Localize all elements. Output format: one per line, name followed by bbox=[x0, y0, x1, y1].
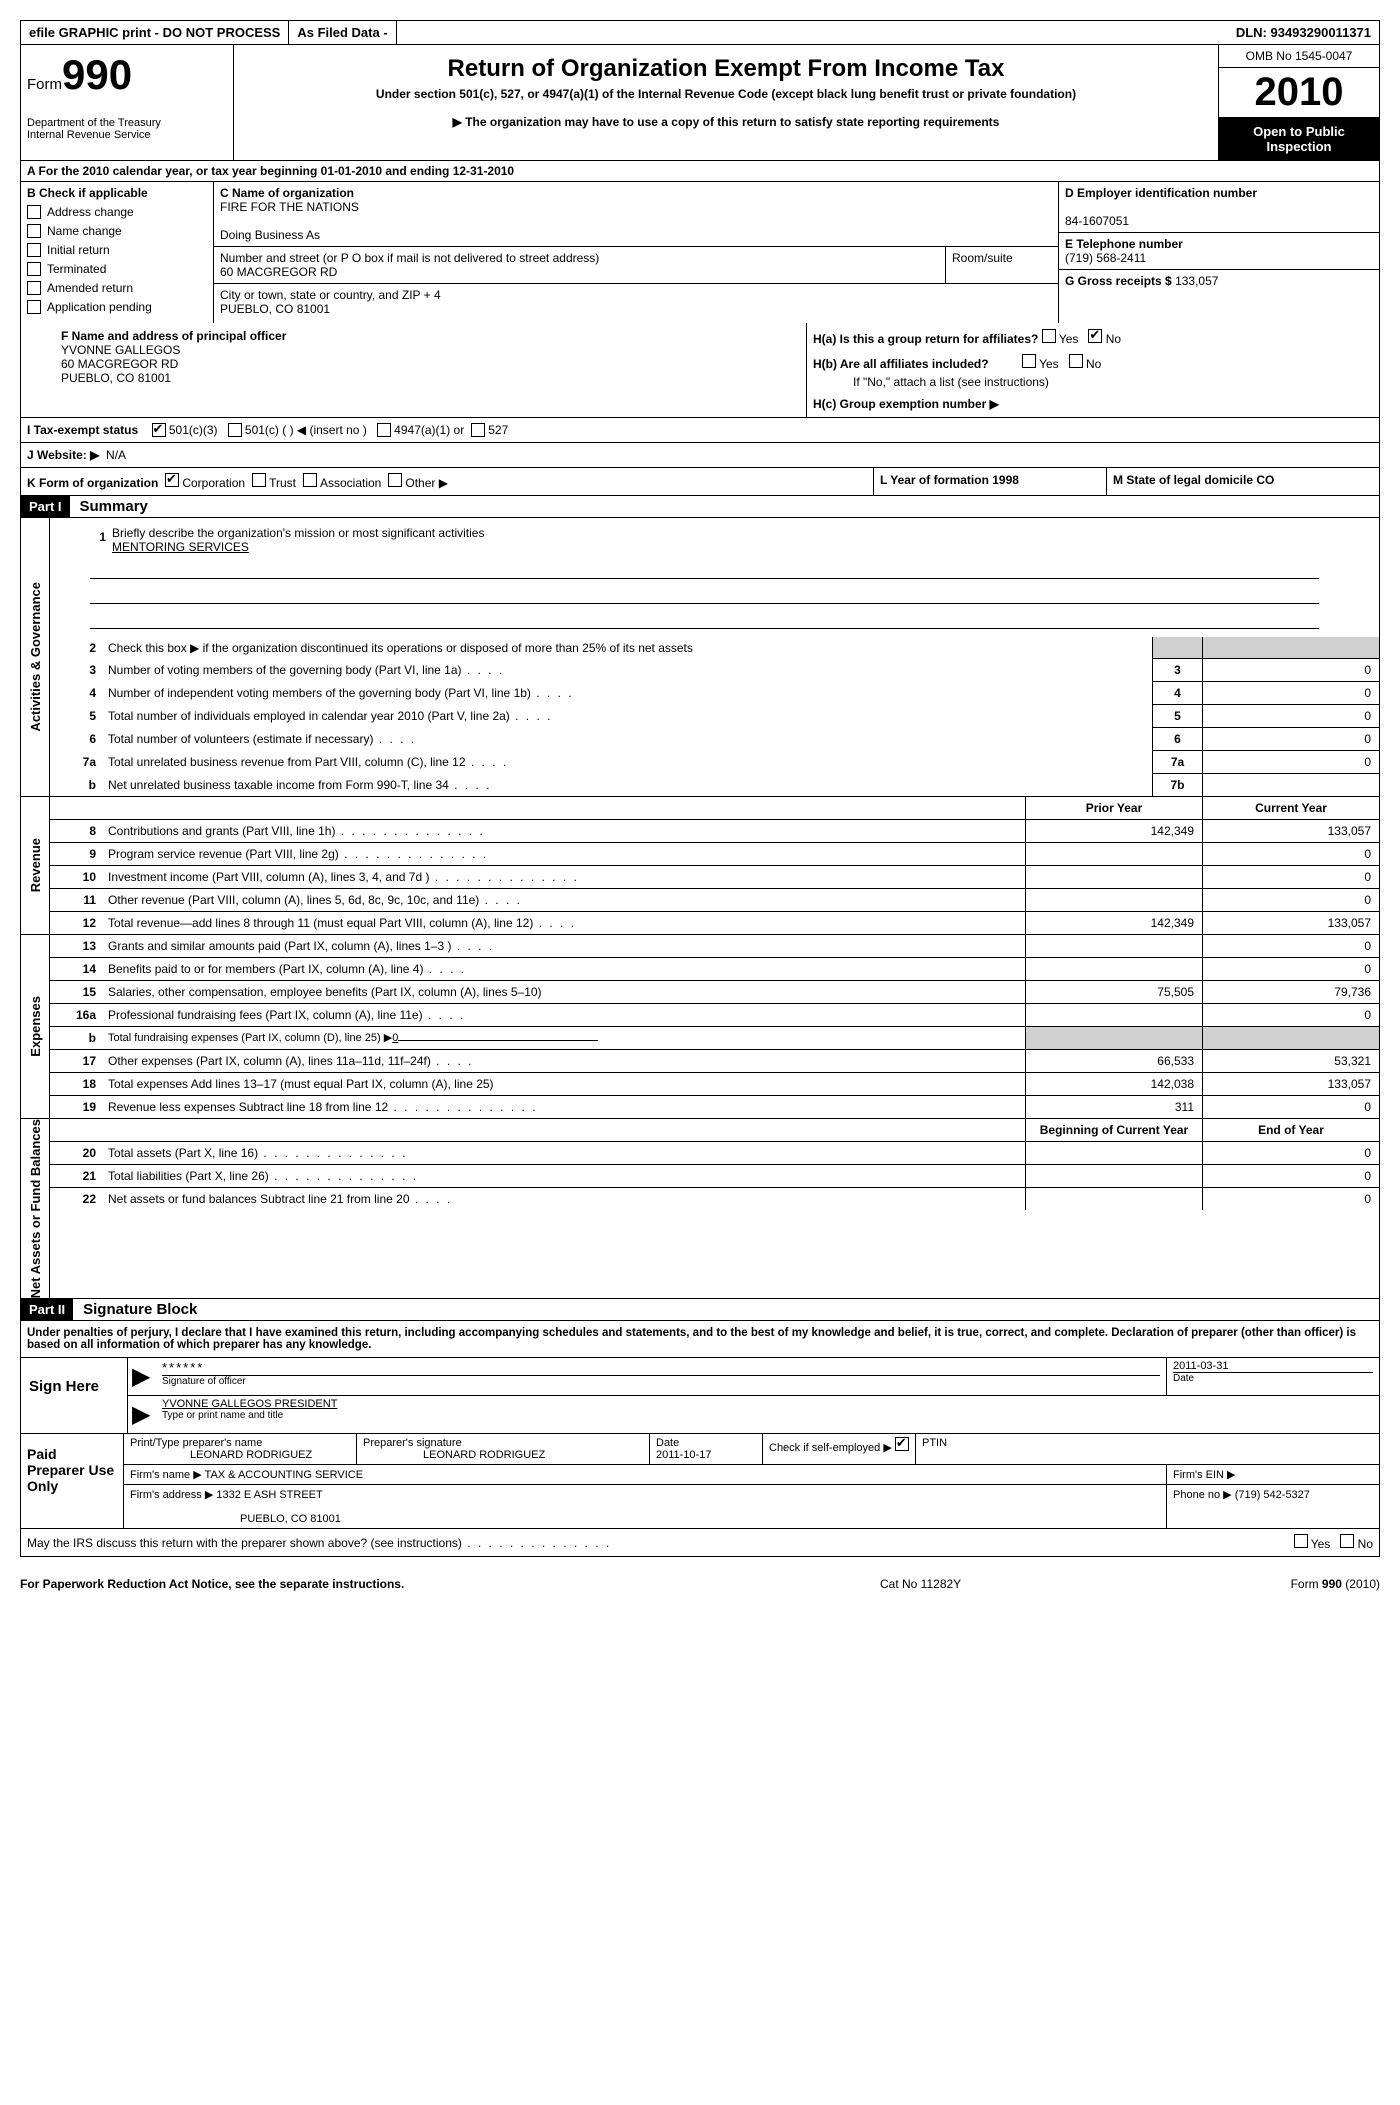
row-j-website: J Website: ▶ N/A bbox=[20, 443, 1380, 468]
year-formation: L Year of formation 1998 bbox=[880, 473, 1019, 487]
firm-name: TAX & ACCOUNTING SERVICE bbox=[205, 1469, 364, 1481]
row-fh: F Name and address of principal officer … bbox=[20, 323, 1380, 418]
phone: (719) 568-2411 bbox=[1065, 251, 1373, 265]
checkbox-address-change[interactable] bbox=[27, 205, 41, 219]
checkbox-amended[interactable] bbox=[27, 281, 41, 295]
omb-number: OMB No 1545-0047 bbox=[1219, 45, 1379, 68]
perjury-text: Under penalties of perjury, I declare th… bbox=[20, 1321, 1380, 1358]
org-name: FIRE FOR THE NATIONS bbox=[220, 200, 1052, 214]
checkbox-discuss-yes[interactable] bbox=[1294, 1534, 1308, 1548]
section-bcd: B Check if applicable Address change Nam… bbox=[20, 182, 1380, 323]
section-revenue: Revenue Prior Year Current Year 8Contrib… bbox=[20, 797, 1380, 935]
preparer-name: LEONARD RODRIGUEZ bbox=[130, 1449, 350, 1461]
website: N/A bbox=[106, 448, 126, 462]
dept-irs: Internal Revenue Service bbox=[27, 129, 227, 141]
preparer-block: Paid Preparer Use Only Print/Type prepar… bbox=[20, 1434, 1380, 1529]
section-netassets: Net Assets or Fund Balances Beginning of… bbox=[20, 1119, 1380, 1299]
asfiled-text: As Filed Data - bbox=[289, 21, 396, 44]
sidelabel-expenses: Expenses bbox=[28, 996, 43, 1057]
form-subtitle: Under section 501(c), 527, or 4947(a)(1)… bbox=[240, 87, 1212, 101]
checkbox-terminated[interactable] bbox=[27, 262, 41, 276]
checkbox-527[interactable] bbox=[471, 423, 485, 437]
checkbox-initial-return[interactable] bbox=[27, 243, 41, 257]
row-i-tax-status: I Tax-exempt status 501(c)(3) 501(c) ( )… bbox=[20, 418, 1380, 443]
checkbox-501c3[interactable] bbox=[152, 423, 166, 437]
sidelabel-revenue: Revenue bbox=[28, 838, 43, 892]
checkbox-hb-no[interactable] bbox=[1069, 354, 1083, 368]
org-city: PUEBLO, CO 81001 bbox=[220, 302, 1052, 316]
sidelabel-governance: Activities & Governance bbox=[28, 582, 43, 732]
open-public: Open to Public Inspection bbox=[1219, 118, 1379, 160]
checkbox-pending[interactable] bbox=[27, 300, 41, 314]
form-label: Form bbox=[27, 76, 62, 93]
discuss-row: May the IRS discuss this return with the… bbox=[20, 1529, 1380, 1557]
officer-sig-name: YVONNE GALLEGOS PRESIDENT bbox=[162, 1398, 1373, 1410]
col-b-checkboxes: B Check if applicable Address change Nam… bbox=[21, 182, 214, 323]
ein: 84-1607051 bbox=[1065, 214, 1373, 228]
org-street: 60 MACGREGOR RD bbox=[220, 265, 939, 279]
row-klm: K Form of organization Corporation Trust… bbox=[20, 468, 1380, 496]
checkbox-other[interactable] bbox=[388, 473, 402, 487]
form-number: 990 bbox=[62, 51, 132, 98]
mission-desc: MENTORING SERVICES bbox=[112, 540, 249, 554]
checkbox-name-change[interactable] bbox=[27, 224, 41, 238]
signature-block: Sign Here ▶ ****** Signature of officer … bbox=[20, 1358, 1380, 1434]
gross-receipts: 133,057 bbox=[1175, 274, 1218, 288]
tax-year: 2010 bbox=[1219, 68, 1379, 118]
sidelabel-netassets: Net Assets or Fund Balances bbox=[28, 1119, 43, 1298]
dept-treasury: Department of the Treasury bbox=[27, 117, 227, 129]
checkbox-501c[interactable] bbox=[228, 423, 242, 437]
part-i-header: Part I Summary bbox=[20, 496, 1380, 518]
form-note: ▶ The organization may have to use a cop… bbox=[240, 115, 1212, 129]
col-c-org-info: C Name of organization FIRE FOR THE NATI… bbox=[214, 182, 1059, 323]
checkbox-assoc[interactable] bbox=[303, 473, 317, 487]
checkbox-4947[interactable] bbox=[377, 423, 391, 437]
checkbox-ha-yes[interactable] bbox=[1042, 329, 1056, 343]
checkbox-self-employed[interactable] bbox=[895, 1437, 909, 1451]
checkbox-hb-yes[interactable] bbox=[1022, 354, 1036, 368]
checkbox-trust[interactable] bbox=[252, 473, 266, 487]
checkbox-discuss-no[interactable] bbox=[1340, 1534, 1354, 1548]
section-expenses: Expenses 13Grants and similar amounts pa… bbox=[20, 935, 1380, 1119]
checkbox-ha-no[interactable] bbox=[1088, 329, 1102, 343]
page-footer: For Paperwork Reduction Act Notice, see … bbox=[20, 1577, 1380, 1591]
col-d-identifiers: D Employer identification number 84-1607… bbox=[1059, 182, 1379, 323]
checkbox-corp[interactable] bbox=[165, 473, 179, 487]
state-domicile: M State of legal domicile CO bbox=[1113, 473, 1274, 487]
form-title: Return of Organization Exempt From Incom… bbox=[240, 55, 1212, 83]
section-governance: Activities & Governance 1 Briefly descri… bbox=[20, 518, 1380, 797]
officer-name: YVONNE GALLEGOS bbox=[61, 343, 766, 357]
part-ii-header: Part II Signature Block bbox=[20, 1299, 1380, 1321]
dln: DLN: 93493290011371 bbox=[1228, 21, 1379, 44]
efile-text: efile GRAPHIC print - DO NOT PROCESS bbox=[21, 21, 289, 44]
form-header: Form990 Department of the Treasury Inter… bbox=[20, 45, 1380, 161]
row-a-tax-year: A For the 2010 calendar year, or tax yea… bbox=[20, 161, 1380, 182]
top-bar: efile GRAPHIC print - DO NOT PROCESS As … bbox=[20, 20, 1380, 45]
firm-phone: (719) 542-5327 bbox=[1235, 1489, 1310, 1501]
